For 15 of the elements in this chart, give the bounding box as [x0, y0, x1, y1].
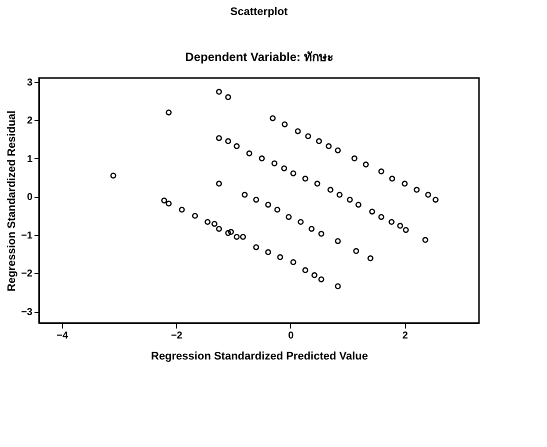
x-tick-label: 2 [402, 330, 408, 342]
chart-title: Scatterplot [230, 6, 288, 18]
x-axis-title: Regression Standardized Predicted Value [150, 350, 368, 362]
y-tick-label: −1 [21, 230, 33, 242]
chart-subtitle: Dependent Variable: ทักษะ [185, 50, 333, 64]
y-tick-label: −2 [21, 268, 33, 280]
x-tick-label: 0 [288, 330, 294, 342]
x-tick-label: −2 [170, 330, 183, 342]
y-tick-label: 3 [26, 77, 33, 88]
x-tick-label: −4 [56, 330, 68, 342]
y-tick-label: 1 [26, 154, 33, 165]
y-tick-label: −3 [21, 307, 33, 318]
y-tick-label: 2 [26, 116, 33, 127]
y-tick-label: 0 [26, 192, 33, 204]
y-axis-title: Regression Standardized Residual [6, 110, 18, 292]
